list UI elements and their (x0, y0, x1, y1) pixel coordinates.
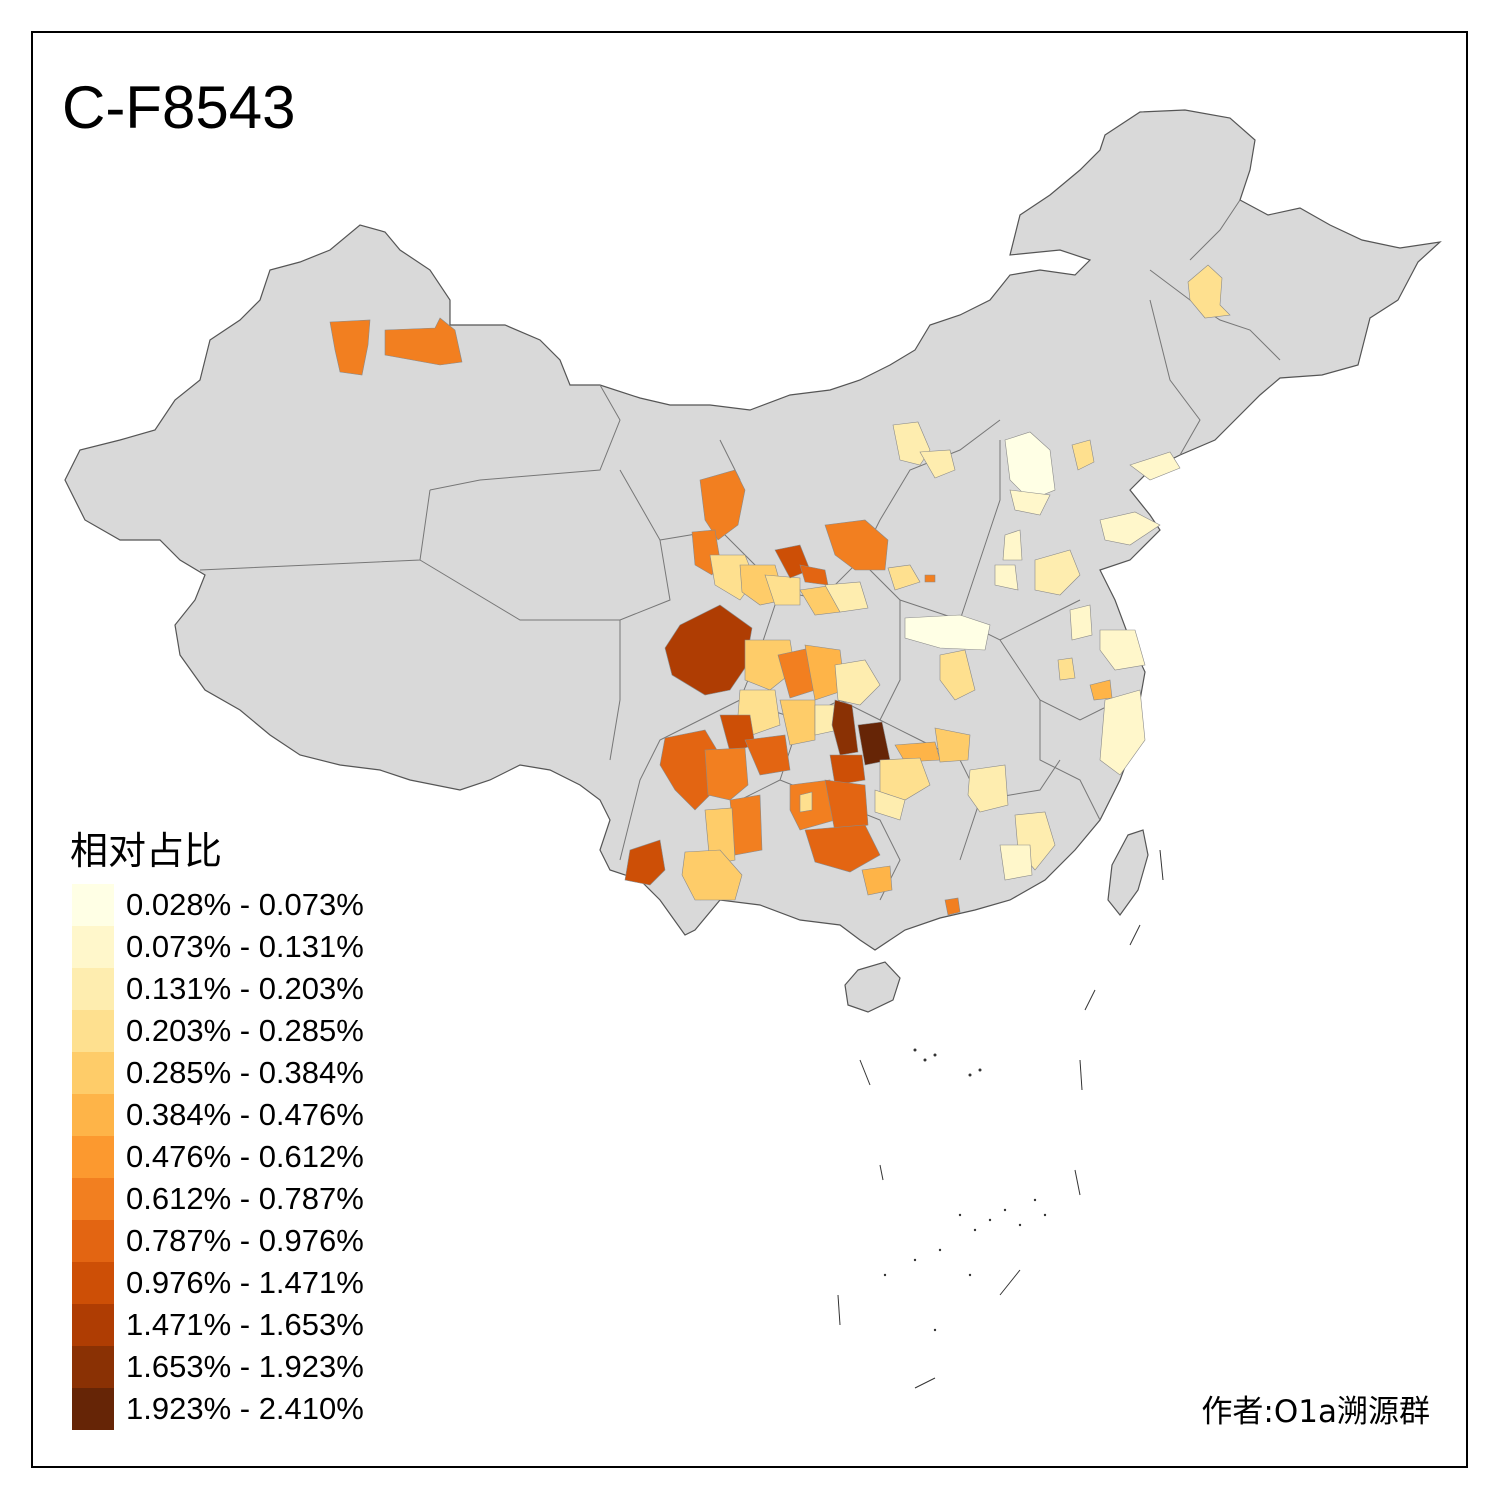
region-sc-4 (834, 659, 881, 706)
region-yn-8 (624, 839, 666, 886)
region-hun-1 (879, 757, 931, 801)
region-hun-2 (874, 789, 906, 821)
legend-swatch (72, 1304, 114, 1346)
island-dots (883, 1048, 1047, 1332)
legend-title: 相对占比 (70, 829, 223, 873)
region-sc-1 (744, 639, 796, 691)
legend-label: 0.612% - 0.787% (126, 1181, 364, 1216)
region-zj (1099, 689, 1146, 776)
legend-swatch (72, 1178, 114, 1220)
legend-swatch (72, 1262, 114, 1304)
legend-swatch (72, 968, 114, 1010)
region-gz-4 (799, 791, 813, 813)
legend-label: 1.653% - 1.923% (126, 1349, 364, 1384)
legend-swatch (72, 1094, 114, 1136)
region-cq-1 (831, 699, 859, 756)
legend-label: 0.131% - 0.203% (126, 971, 364, 1006)
legend-label: 0.203% - 0.285% (126, 1013, 364, 1048)
legend-swatch (72, 926, 114, 968)
choropleth-regions (329, 264, 1231, 916)
region-sd-2 (1002, 529, 1023, 561)
region-ah-1 (1057, 657, 1076, 681)
region-sc-west (664, 604, 753, 696)
region-xj-1 (329, 319, 371, 376)
region-shanxi-2 (887, 564, 921, 591)
region-hb-1 (1004, 431, 1056, 501)
legend-label: 0.787% - 0.976% (126, 1223, 364, 1258)
region-hn-2 (939, 649, 976, 701)
region-ln-2 (1129, 451, 1181, 481)
region-hb-2 (1009, 489, 1051, 516)
map-title: C-F8543 (62, 74, 296, 141)
region-hub-2 (934, 727, 971, 763)
region-sh (1089, 679, 1113, 701)
legend-label: 0.073% - 0.131% (126, 929, 364, 964)
south-china-sea-islands (837, 849, 1164, 1389)
region-shanxi-1 (824, 519, 889, 571)
legend-swatch (72, 1136, 114, 1178)
region-jx (967, 764, 1009, 813)
legend-label: 0.976% - 1.471% (126, 1265, 364, 1300)
region-xj-2 (384, 317, 463, 366)
region-gd-2 (944, 897, 961, 916)
region-sd-4 (1034, 549, 1081, 596)
legend-label: 1.471% - 1.653% (126, 1307, 364, 1342)
region-shanxi-3 (924, 574, 936, 583)
region-hlj (1187, 264, 1231, 319)
legend-swatch (72, 1346, 114, 1388)
region-yn-3 (704, 747, 749, 801)
legend-label: 1.923% - 2.410% (126, 1391, 364, 1426)
region-ln (1071, 439, 1095, 471)
legend-label: 0.028% - 0.073% (126, 887, 364, 922)
region-yn-5 (729, 794, 763, 856)
region-cq-3 (829, 754, 866, 786)
mainland-china-shape (64, 109, 1442, 951)
region-js-1 (1069, 604, 1093, 641)
legend-swatch (72, 1010, 114, 1052)
province-borders (199, 199, 1281, 901)
legend-label: 0.476% - 0.612% (126, 1139, 364, 1174)
region-gz-2 (824, 779, 869, 833)
region-nx (699, 469, 746, 541)
hainan-shape (844, 961, 901, 1013)
legend-swatch (72, 1220, 114, 1262)
region-hn-1 (904, 614, 991, 651)
region-gd-1 (999, 844, 1033, 881)
taiwan-shape (1107, 829, 1149, 916)
region-sc-6 (779, 699, 816, 746)
author-credit: 作者:O1a溯源群 (1201, 1394, 1430, 1430)
region-im-2 (919, 449, 956, 479)
region-sx-4 (824, 581, 869, 613)
plot-frame (31, 31, 1468, 1468)
region-yn-4 (744, 734, 791, 776)
legend-label: 0.285% - 0.384% (126, 1055, 364, 1090)
region-yn-7 (681, 849, 743, 901)
region-sd-3 (994, 564, 1019, 591)
legend-label: 0.384% - 0.476% (126, 1097, 364, 1132)
legend-swatch (72, 1052, 114, 1094)
legend-swatch (72, 1388, 114, 1430)
region-gz-1 (789, 779, 836, 831)
region-gz-3 (804, 824, 881, 873)
region-gx (861, 865, 893, 896)
region-js-2 (1099, 629, 1146, 671)
legend-swatch (72, 884, 114, 926)
region-gs-4 (764, 574, 801, 606)
region-sd-1 (1099, 511, 1161, 546)
